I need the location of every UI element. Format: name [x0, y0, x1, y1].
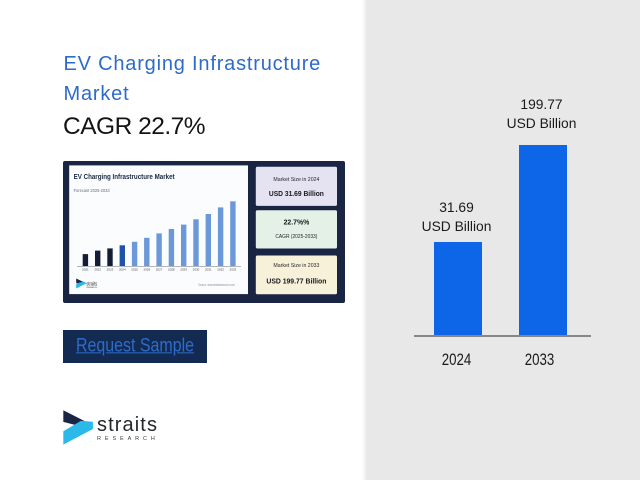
svg-text:22.7%%: 22.7%% — [284, 220, 310, 227]
svg-text:2029: 2029 — [180, 267, 187, 271]
svg-text:2023: 2023 — [107, 267, 114, 271]
svg-text:Market Size in 2033: Market Size in 2033 — [273, 263, 319, 269]
svg-text:2024: 2024 — [119, 267, 126, 271]
svg-text:2032: 2032 — [217, 267, 224, 271]
svg-text:2026: 2026 — [143, 267, 150, 271]
svg-text:Forecast 2025-2033: Forecast 2025-2033 — [74, 188, 110, 193]
svg-text:2030: 2030 — [193, 267, 200, 271]
svg-text:2033: 2033 — [230, 267, 237, 271]
svg-text:2025: 2025 — [131, 267, 138, 271]
svg-text:2031: 2031 — [205, 267, 212, 271]
svg-text:Source: www.straitsresearch.co: Source: www.straitsresearch.com — [198, 283, 235, 287]
svg-text:EV Charging Infrastructure Mar: EV Charging Infrastructure Market — [74, 172, 175, 181]
svg-text:straits: straits — [86, 281, 97, 287]
svg-text:CAGR (2025-2033): CAGR (2025-2033) — [275, 234, 317, 240]
svg-text:2027: 2027 — [156, 267, 163, 271]
svg-text:2022: 2022 — [94, 267, 101, 271]
svg-text:2028: 2028 — [168, 267, 175, 271]
svg-text:USD 31.69 Billion: USD 31.69 Billion — [269, 191, 324, 198]
svg-text:Market Size in 2024: Market Size in 2024 — [273, 177, 319, 183]
svg-text:RESEARCH: RESEARCH — [86, 286, 97, 289]
svg-text:USD 199.77 Billion: USD 199.77 Billion — [266, 278, 326, 285]
svg-text:2021: 2021 — [82, 267, 89, 271]
